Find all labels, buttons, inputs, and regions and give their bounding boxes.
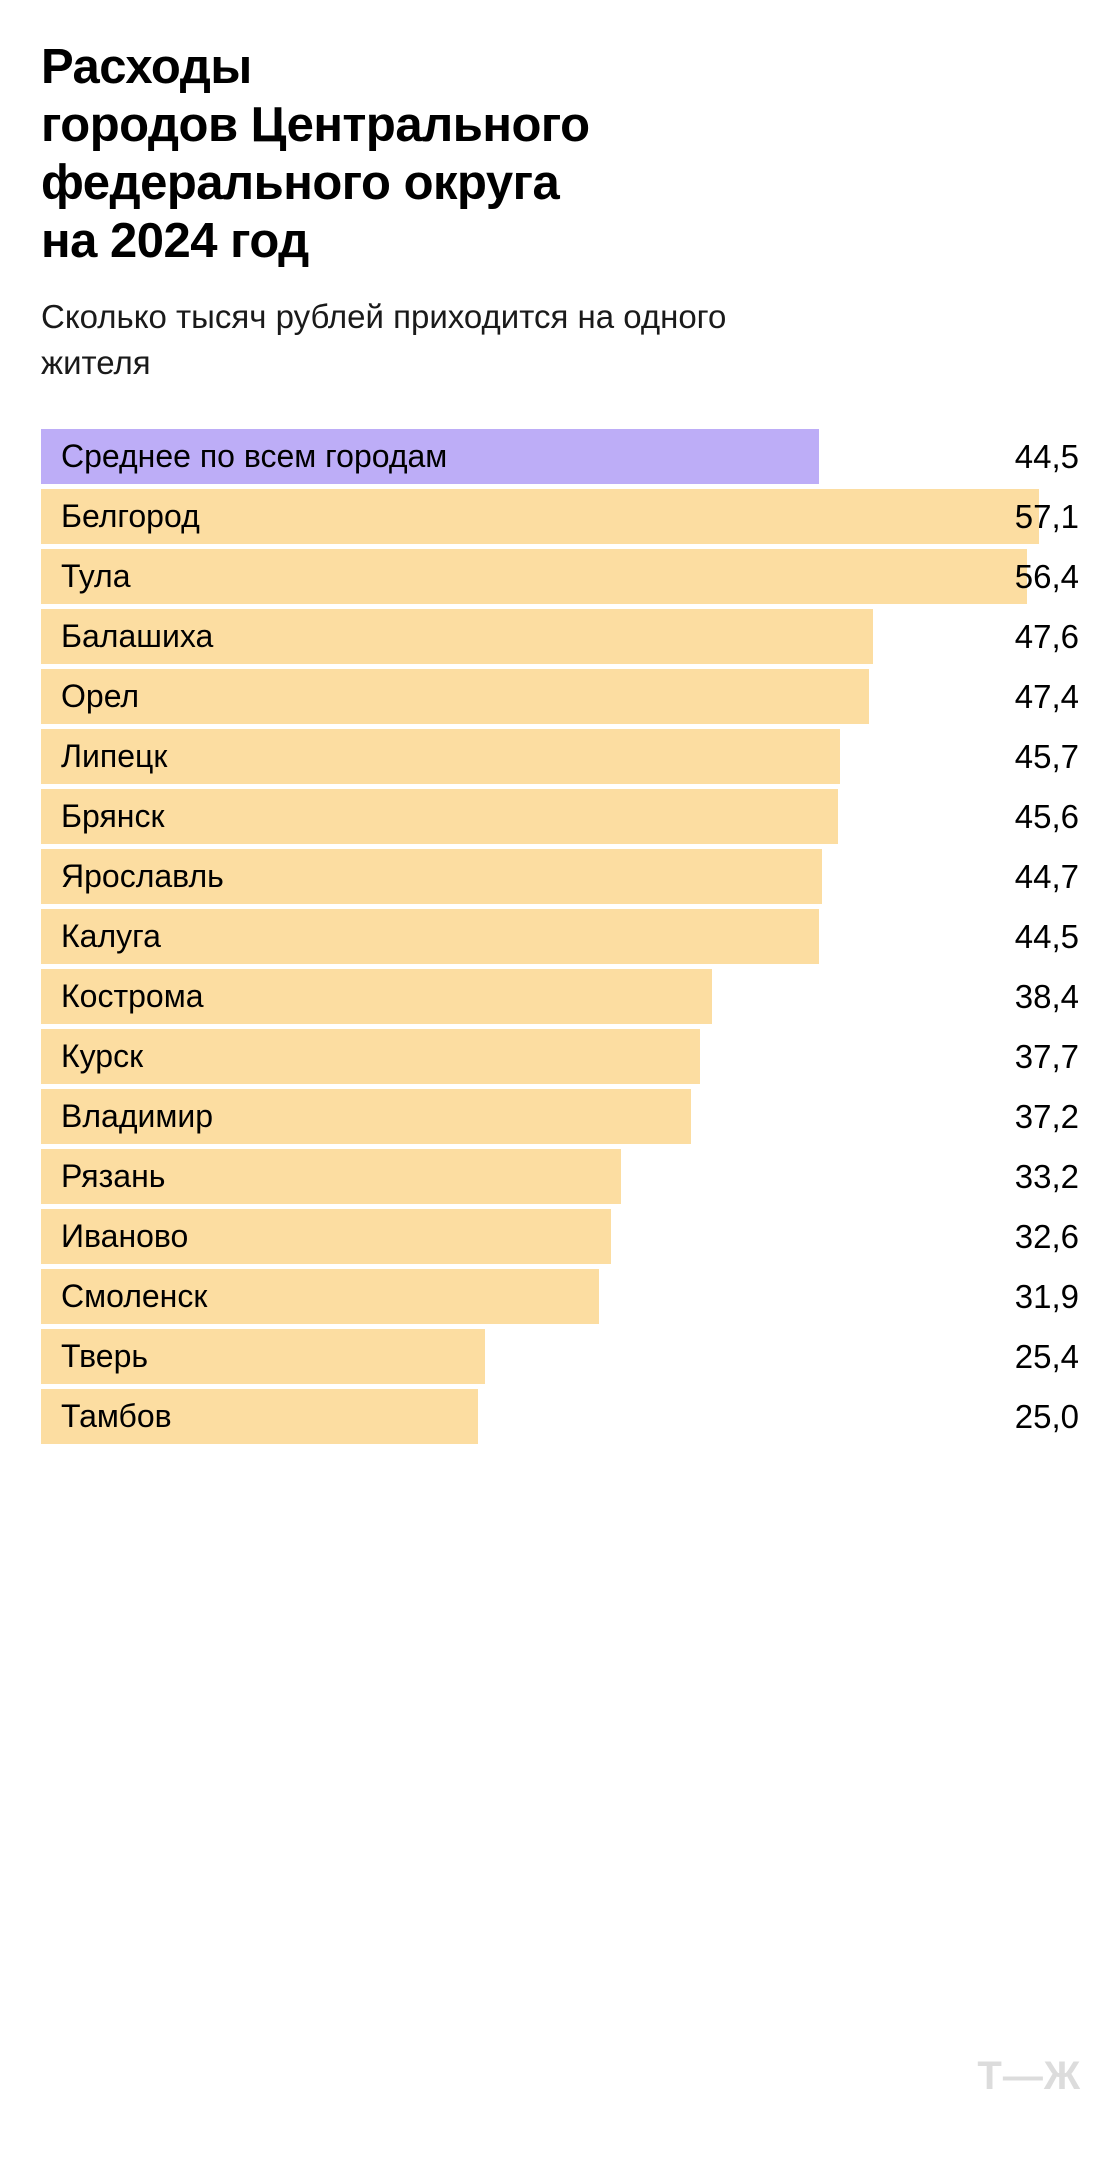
bar-fill — [41, 909, 819, 964]
bar-row: Рязань 33,2 — [41, 1149, 1079, 1204]
bar-track: Иваново 32,6 — [41, 1209, 1079, 1264]
bar-track: Брянск 45,6 — [41, 789, 1079, 844]
bar-fill — [41, 1029, 700, 1084]
chart-header: Расходы городов Центрального федеральног… — [41, 0, 1079, 386]
bar-row: Иваново 32,6 — [41, 1209, 1079, 1264]
bar-category-label: Смоленск — [61, 1278, 208, 1314]
bar-fill — [41, 429, 819, 484]
bar-chart: Среднее по всем городам 44,5 Белгород 57,1 Т… — [41, 429, 1079, 1444]
page-title: Расходы городов Центрального федеральног… — [41, 40, 590, 268]
bar-fill — [41, 789, 838, 844]
bar-row: Орел 47,4 — [41, 669, 1079, 724]
bar-row: Брянск 45,6 — [41, 789, 1079, 844]
bar-category-label: Иваново — [61, 1218, 189, 1254]
bar-fill — [41, 549, 1027, 604]
bar-track: Белгород 57,1 — [41, 489, 1079, 544]
bar-row: Белгород 57,1 — [41, 489, 1079, 544]
bar-category-label: Орел — [61, 678, 140, 714]
bar-category-label: Тула — [61, 558, 131, 594]
bar-track: Балашиха 47,6 — [41, 609, 1079, 664]
bar-row: Калуга 44,5 — [41, 909, 1079, 964]
bar-category-label: Брянск — [61, 798, 165, 834]
bar-row: Ярославль 44,7 — [41, 849, 1079, 904]
bar-row: Кострома 38,4 — [41, 969, 1079, 1024]
bar-fill — [41, 489, 1039, 544]
bar-category-label: Тамбов — [61, 1398, 172, 1434]
bar-category-label: Курск — [61, 1038, 144, 1074]
bar-row: Владимир 37,2 — [41, 1089, 1079, 1144]
bar-fill — [41, 1209, 611, 1264]
bar-row: Тула 56,4 — [41, 549, 1079, 604]
bar-fill — [41, 1329, 485, 1384]
bar-category-label: Балашиха — [61, 618, 214, 654]
bar-track: Калуга 44,5 — [41, 909, 1079, 964]
bar-fill — [41, 1269, 599, 1324]
bar-category-label: Калуга — [61, 918, 161, 954]
bar-track: Смоленск 31,9 — [41, 1269, 1079, 1324]
bar-fill — [41, 1389, 478, 1444]
bar-track: Среднее по всем городам 44,5 — [41, 429, 1079, 484]
bar-track: Кострома 38,4 — [41, 969, 1079, 1024]
bar-track: Липецк 45,7 — [41, 729, 1079, 784]
bar-row: Липецк 45,7 — [41, 729, 1079, 784]
bar-track: Курск 37,7 — [41, 1029, 1079, 1084]
bar-row: Среднее по всем городам 44,5 — [41, 429, 1079, 484]
bar-row: Балашиха 47,6 — [41, 609, 1079, 664]
tinkoff-journal-watermark: Т—Ж — [977, 2054, 1081, 2098]
bar-fill — [41, 1089, 692, 1144]
bar-category-label: Белгород — [61, 498, 200, 534]
bar-category-label: Владимир — [61, 1098, 214, 1134]
bar-category-label: Среднее по всем городам — [61, 438, 448, 474]
bar-fill — [41, 669, 870, 724]
bar-fill — [41, 969, 713, 1024]
bar-track: Владимир 37,2 — [41, 1089, 1079, 1144]
chart-subtitle: Сколько тысяч рублей приходится на одног… — [41, 298, 727, 381]
bar-track: Тверь 25,4 — [41, 1329, 1079, 1384]
bar-track: Тула 56,4 — [41, 549, 1079, 604]
bar-category-label: Липецк — [61, 738, 168, 774]
bar-row: Тверь 25,4 — [41, 1329, 1079, 1384]
bar-fill — [41, 849, 823, 904]
bar-category-label: Рязань — [61, 1158, 166, 1194]
bar-fill — [41, 1149, 622, 1204]
bar-category-label: Кострома — [61, 978, 204, 1014]
bar-row: Курск 37,7 — [41, 1029, 1079, 1084]
bar-fill — [41, 609, 873, 664]
bar-row: Смоленск 31,9 — [41, 1269, 1079, 1324]
bar-category-label: Ярославль — [61, 858, 224, 894]
bar-fill — [41, 729, 840, 784]
bar-track: Орел 47,4 — [41, 669, 1079, 724]
bar-track: Тамбов 25,0 — [41, 1389, 1079, 1444]
bar-track: Ярославль 44,7 — [41, 849, 1079, 904]
bar-category-label: Тверь — [61, 1338, 149, 1374]
bar-track: Рязань 33,2 — [41, 1149, 1079, 1204]
bar-row: Тамбов 25,0 — [41, 1389, 1079, 1444]
